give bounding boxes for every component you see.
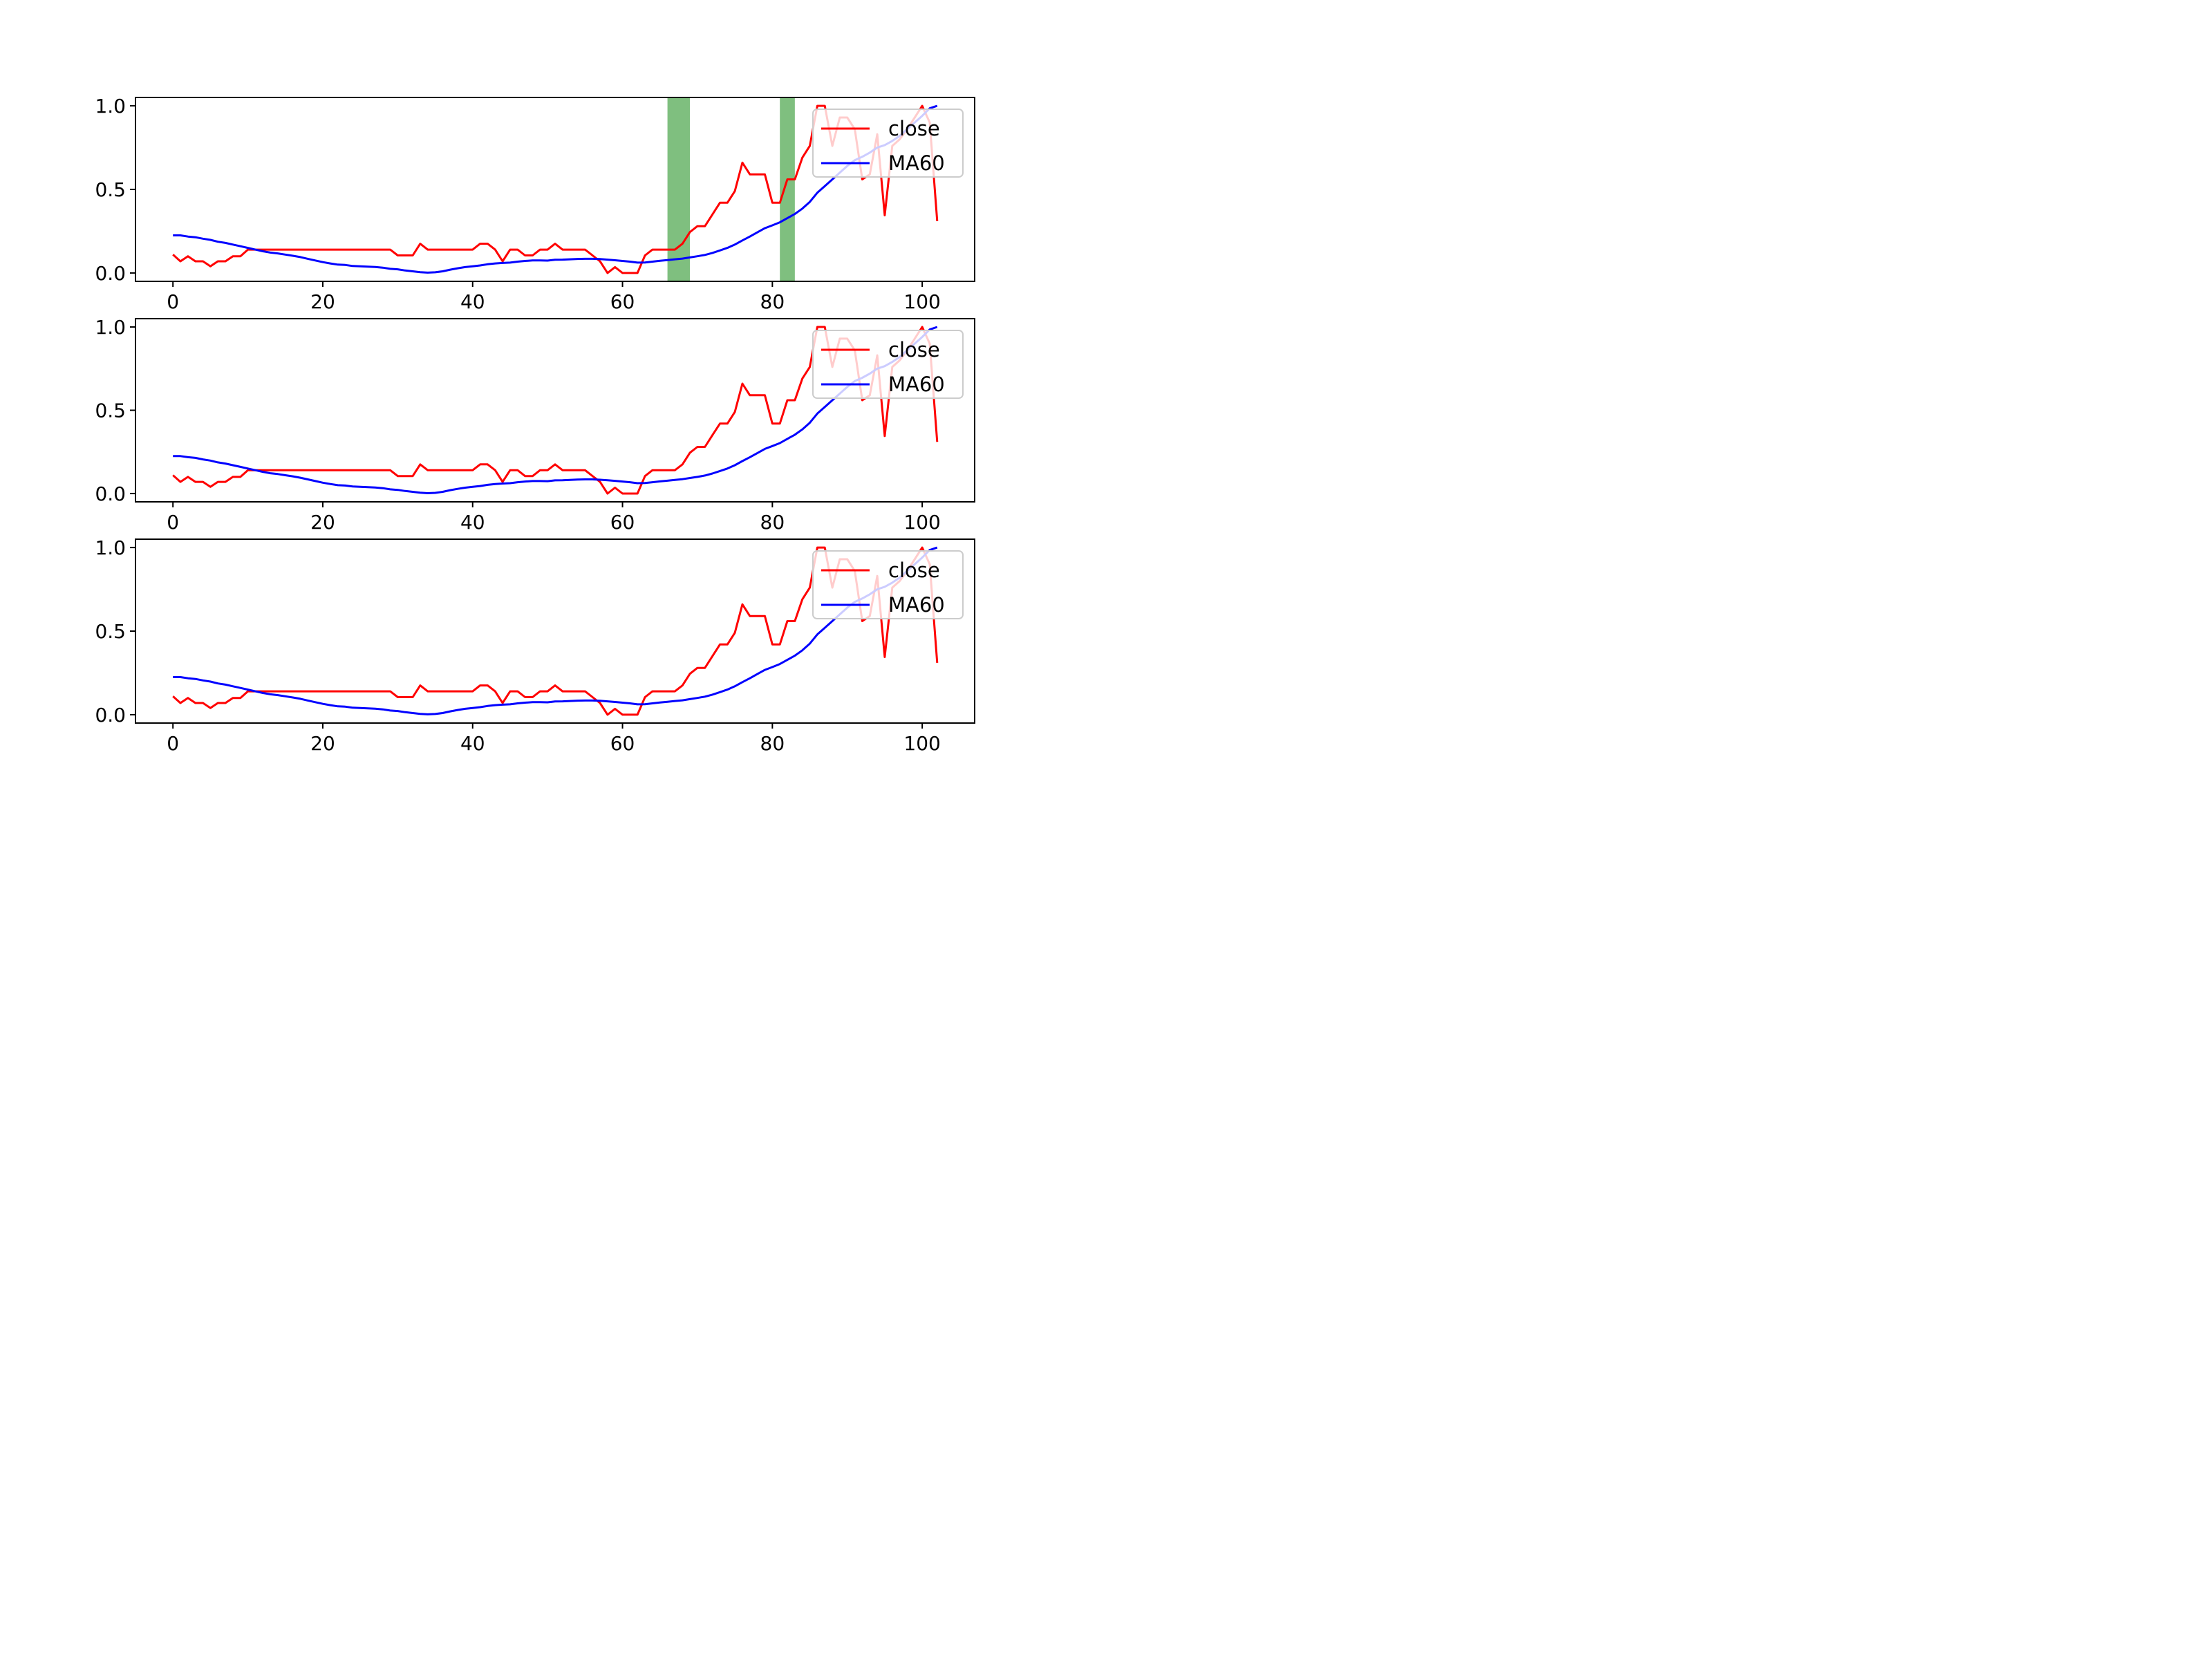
y-tick-label: 0.0 <box>95 482 126 505</box>
legend-box <box>812 550 964 619</box>
y-tick-label: 0.5 <box>95 620 126 643</box>
x-tick-label: 20 <box>310 511 335 534</box>
x-tick-label: 60 <box>610 290 635 313</box>
highlight-span <box>780 97 795 281</box>
x-tick-label: 60 <box>610 732 635 755</box>
legend-label-close: close <box>888 117 940 140</box>
series-group <box>172 104 939 274</box>
x-tick-label: 100 <box>903 290 940 313</box>
subplot-3: 0 20 40 60 80 100 0.0 0.5 1.0 close MA60 <box>95 536 975 755</box>
x-tick-label: 80 <box>760 732 785 755</box>
x-tick-label: 40 <box>460 511 485 534</box>
x-tick-label: 20 <box>310 290 335 313</box>
series-line-ma60 <box>173 104 938 274</box>
subplot-2: 0 20 40 60 80 100 0.0 0.5 1.0 close MA60 <box>95 316 975 534</box>
legend-label-ma60: MA60 <box>888 593 945 617</box>
legend: close MA60 <box>812 330 964 399</box>
figure: 0 20 40 60 80 100 0.0 0.5 1.0 close MA60 0 20 40 60 80 1… <box>95 95 975 755</box>
x-tick-label: 40 <box>460 290 485 313</box>
y-tick-label: 0.5 <box>95 400 126 422</box>
x-tick-label: 60 <box>610 511 635 534</box>
series-group <box>172 546 939 716</box>
series-group <box>172 326 939 495</box>
y-tick-label: 1.0 <box>95 536 126 559</box>
x-tick-label: 0 <box>167 290 179 313</box>
legend-label-close: close <box>888 338 940 362</box>
y-tick-label: 0.5 <box>95 178 126 201</box>
x-tick-label: 80 <box>760 511 785 534</box>
y-tick-label: 0.0 <box>95 262 126 285</box>
highlight-span <box>667 97 691 281</box>
legend-label-ma60: MA60 <box>888 373 945 396</box>
x-tick-label: 40 <box>460 732 485 755</box>
legend: close MA60 <box>812 109 964 178</box>
series-line-ma60 <box>173 546 938 715</box>
x-tick-label: 20 <box>310 732 335 755</box>
series-line-close <box>172 546 939 716</box>
series-line-close <box>172 326 939 495</box>
legend-label-close: close <box>888 559 940 582</box>
legend-box <box>812 109 964 178</box>
x-tick-label: 100 <box>903 732 940 755</box>
x-tick-label: 80 <box>760 290 785 313</box>
y-tick-label: 0.0 <box>95 704 126 727</box>
y-tick-label: 1.0 <box>95 95 126 118</box>
subplot-1: 0 20 40 60 80 100 0.0 0.5 1.0 close MA60 <box>95 95 975 313</box>
legend: close MA60 <box>812 550 964 619</box>
y-tick-label: 1.0 <box>95 316 126 339</box>
x-tick-label: 100 <box>903 511 940 534</box>
x-tick-label: 0 <box>167 511 179 534</box>
legend-label-ma60: MA60 <box>888 151 945 175</box>
x-tick-label: 0 <box>167 732 179 755</box>
series-line-close <box>172 104 939 274</box>
legend-box <box>812 330 964 399</box>
series-line-ma60 <box>173 326 938 494</box>
